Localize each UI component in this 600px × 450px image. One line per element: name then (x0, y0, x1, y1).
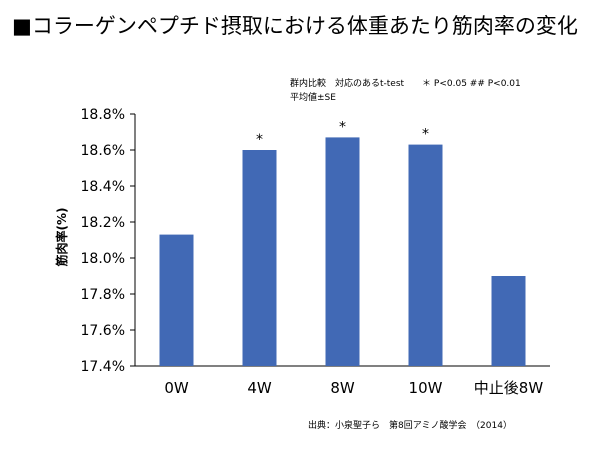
x-ticks: 0W 4W 8W 10W 中止後8W (164, 379, 543, 397)
bar (242, 150, 277, 366)
stats-note-mean: 平均値±SE (290, 91, 336, 103)
x-tick-label: 10W (409, 379, 443, 397)
bar (325, 137, 360, 366)
y-tick-label: 18.8% (81, 107, 125, 123)
bars (159, 137, 526, 366)
x-tick-label: 中止後8W (474, 379, 544, 397)
stats-note-test: 群内比較 対応のあるt-test ＊ P<0.05 ## P<0.01 (290, 77, 521, 89)
x-tick-label: 4W (247, 379, 272, 397)
significance-mark: * (422, 127, 429, 143)
bar (491, 276, 526, 366)
y-tick-label: 18.4% (81, 179, 125, 195)
significance-mark: * (339, 119, 346, 135)
significance-mark: * (256, 132, 263, 148)
x-tick-label: 8W (330, 379, 355, 397)
y-axis-label: 筋肉率(%) (54, 208, 69, 268)
y-tick-label: 18.2% (81, 215, 125, 231)
chart-title: ■コラーゲンペプチド摂取における体重あたり筋肉率の変化 (12, 14, 578, 38)
significance-marks: * * * (256, 119, 429, 148)
y-tick-label: 18.6% (81, 143, 125, 159)
y-tick-label: 17.6% (81, 323, 125, 339)
bar (408, 144, 443, 366)
source-citation: 出典：小泉聖子ら 第8回アミノ酸学会 （2014） (308, 419, 512, 431)
y-tick-label: 17.4% (81, 359, 125, 375)
bar (159, 234, 194, 366)
y-tick-label: 18.0% (81, 251, 125, 267)
y-ticks: 17.4% 17.6% 17.8% 18.0% 18.2% 18.4% 18.6% 18.8% (81, 107, 135, 375)
y-tick-label: 17.8% (81, 287, 125, 303)
x-tick-label: 0W (164, 379, 189, 397)
